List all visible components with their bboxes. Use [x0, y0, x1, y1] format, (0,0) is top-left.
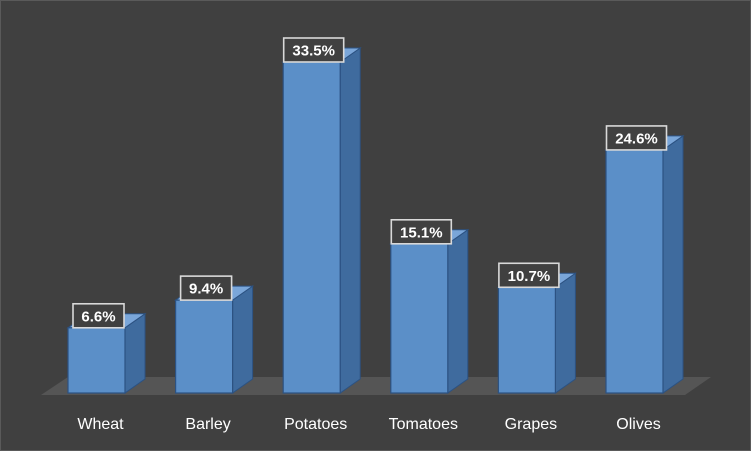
- data-label-potatoes: 33.5%: [282, 37, 345, 63]
- category-label: Barley: [185, 416, 230, 433]
- bar-side-grapes: [554, 272, 576, 394]
- data-labels-group: 6.6% 9.4% 33.5% 15.1% 10.7% 24.6%: [72, 37, 668, 329]
- data-label-text: 33.5%: [292, 43, 335, 60]
- data-label-text: 9.4%: [189, 281, 223, 298]
- data-label-box: [390, 219, 453, 245]
- data-label-box: [605, 125, 668, 151]
- bar-front-tomatoes: [390, 243, 449, 394]
- category-label: Grapes: [505, 416, 557, 433]
- category-label: Tomatoes: [389, 416, 458, 433]
- data-label-text: 24.6%: [615, 130, 658, 147]
- bar-front-olives: [605, 149, 664, 394]
- bar-grapes: [496, 272, 577, 394]
- data-label-wheat: 6.6%: [72, 302, 125, 329]
- bar-side-barley: [232, 285, 254, 394]
- data-label-grapes: 10.7%: [498, 262, 560, 289]
- bar-front-wheat: [67, 327, 126, 394]
- data-label-box: [498, 262, 560, 289]
- data-label-box: [179, 275, 233, 301]
- category-label: Potatoes: [284, 416, 347, 433]
- category-label: Olives: [616, 416, 660, 433]
- data-label-olives: 24.6%: [605, 125, 668, 151]
- bar-front-grapes: [497, 286, 556, 394]
- data-label-box: [72, 302, 125, 329]
- data-label-tomatoes: 15.1%: [390, 219, 453, 245]
- data-label-text: 6.6%: [81, 308, 115, 325]
- data-label-box: [282, 37, 345, 63]
- bars-group: [66, 47, 685, 394]
- bar-side-tomatoes: [447, 228, 469, 394]
- bar-potatoes: [281, 47, 362, 394]
- bar-side-olives: [662, 134, 684, 394]
- data-label-barley: 9.4%: [179, 275, 233, 301]
- bar-olives: [604, 134, 685, 394]
- bar-front-potatoes: [282, 61, 341, 394]
- bar-barley: [174, 285, 255, 394]
- category-labels-group: Wheat Barley Potatoes Tomatoes Grapes Olives: [77, 416, 660, 433]
- data-label-text: 10.7%: [508, 268, 551, 285]
- bar-tomatoes: [389, 228, 470, 394]
- data-label-text: 15.1%: [400, 224, 443, 241]
- bar-side-potatoes: [339, 47, 361, 394]
- bar-front-barley: [175, 299, 234, 394]
- category-label: Wheat: [77, 416, 124, 433]
